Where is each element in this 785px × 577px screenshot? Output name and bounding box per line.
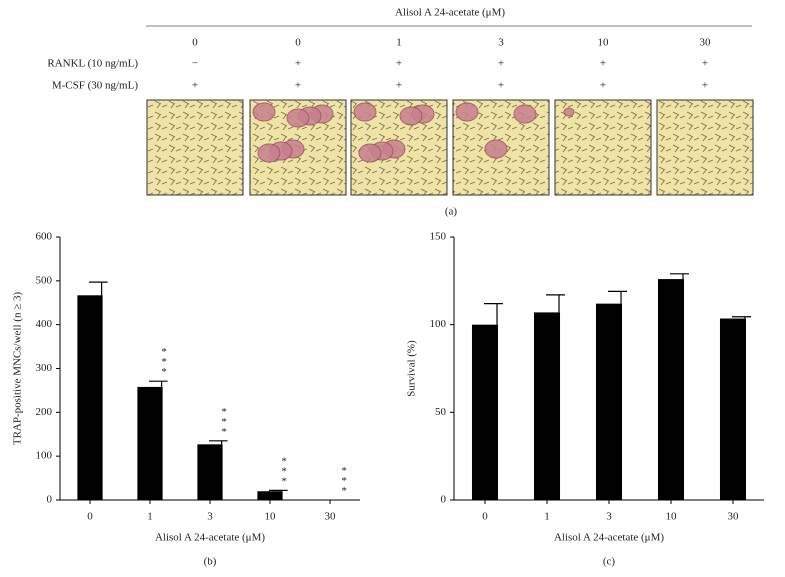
caption: (c)	[603, 556, 616, 568]
row-label: M-CSF (30 ng/mL)	[52, 80, 139, 92]
bar	[471, 324, 499, 500]
micrograph	[146, 99, 244, 196]
x-tick-label: 30	[325, 511, 337, 523]
x-tick-label: 3	[606, 511, 612, 523]
caption: (a)	[445, 206, 458, 218]
bar	[719, 318, 747, 500]
dose-label: 1	[396, 37, 402, 49]
y-tick-label: 200	[36, 406, 53, 418]
x-tick-label: 0	[87, 511, 93, 523]
bar	[657, 279, 685, 500]
osteoclast	[358, 143, 382, 163]
cell-sign: +	[600, 58, 606, 70]
osteoclast	[563, 107, 575, 117]
y-tick-label: 0	[47, 494, 53, 506]
y-tick-label: 400	[36, 318, 53, 330]
significance: ***	[158, 346, 170, 376]
osteoclast	[252, 102, 276, 122]
y-tick-label: 100	[430, 318, 447, 330]
x-tick-label: 30	[728, 511, 740, 523]
micrograph	[656, 99, 754, 196]
bar	[533, 312, 561, 500]
cell-sign: +	[702, 80, 708, 92]
osteoclast	[455, 102, 479, 122]
micrograph	[554, 99, 652, 196]
cell-sign: +	[295, 58, 301, 70]
panel-a-title: Alisol A 24-acetate (μM)	[395, 7, 505, 19]
y-tick-label: 0	[441, 494, 447, 506]
dose-label: 30	[700, 37, 712, 49]
x-tick-label: 10	[265, 511, 277, 523]
significance: ***	[278, 455, 290, 485]
significance: ***	[338, 465, 350, 495]
cell-sign: +	[498, 58, 504, 70]
cell-sign: +	[396, 58, 402, 70]
bar	[197, 444, 223, 500]
osteoclast	[286, 108, 310, 128]
dose-label: 0	[192, 37, 198, 49]
x-tick-label: 1	[544, 511, 550, 523]
x-axis-label: Alisol A 24-acetate (μM)	[155, 532, 265, 544]
dose-label: 3	[498, 37, 504, 49]
x-tick-label: 3	[207, 511, 213, 523]
cell-sign: +	[600, 80, 606, 92]
bar	[595, 303, 623, 500]
y-tick-label: 300	[36, 362, 53, 374]
cell-sign: −	[192, 58, 198, 70]
osteoclast	[399, 106, 423, 126]
x-axis-label: Alisol A 24-acetate (μM)	[554, 532, 664, 544]
osteoclast	[257, 143, 281, 163]
bar	[257, 491, 283, 500]
bar	[137, 386, 163, 500]
significance: ***	[218, 406, 230, 436]
osteoclast	[484, 139, 508, 159]
cell-sign: +	[192, 80, 198, 92]
cell-sign: +	[295, 80, 301, 92]
row-label: RANKL (10 ng/mL)	[47, 58, 138, 70]
bar	[77, 295, 103, 500]
x-tick-label: 10	[666, 511, 678, 523]
y-tick-label: 600	[36, 231, 53, 243]
y-axis-label: TRAP-positive MNCs/well (n ≥ 3)	[12, 292, 24, 446]
y-tick-label: 100	[36, 450, 53, 462]
cell-sign: +	[498, 80, 504, 92]
x-tick-label: 1	[147, 511, 153, 523]
dose-label: 0	[295, 37, 301, 49]
y-tick-label: 150	[430, 231, 447, 243]
y-tick-label: 500	[36, 274, 53, 286]
cell-sign: +	[702, 58, 708, 70]
caption: (b)	[204, 556, 217, 568]
osteoclast	[513, 104, 537, 124]
x-tick-label: 0	[482, 511, 488, 523]
cell-sign: +	[396, 80, 402, 92]
y-axis-label: Survival (%)	[406, 340, 418, 397]
dose-label: 10	[598, 37, 610, 49]
osteoclast	[353, 102, 377, 122]
y-tick-label: 50	[435, 406, 447, 418]
